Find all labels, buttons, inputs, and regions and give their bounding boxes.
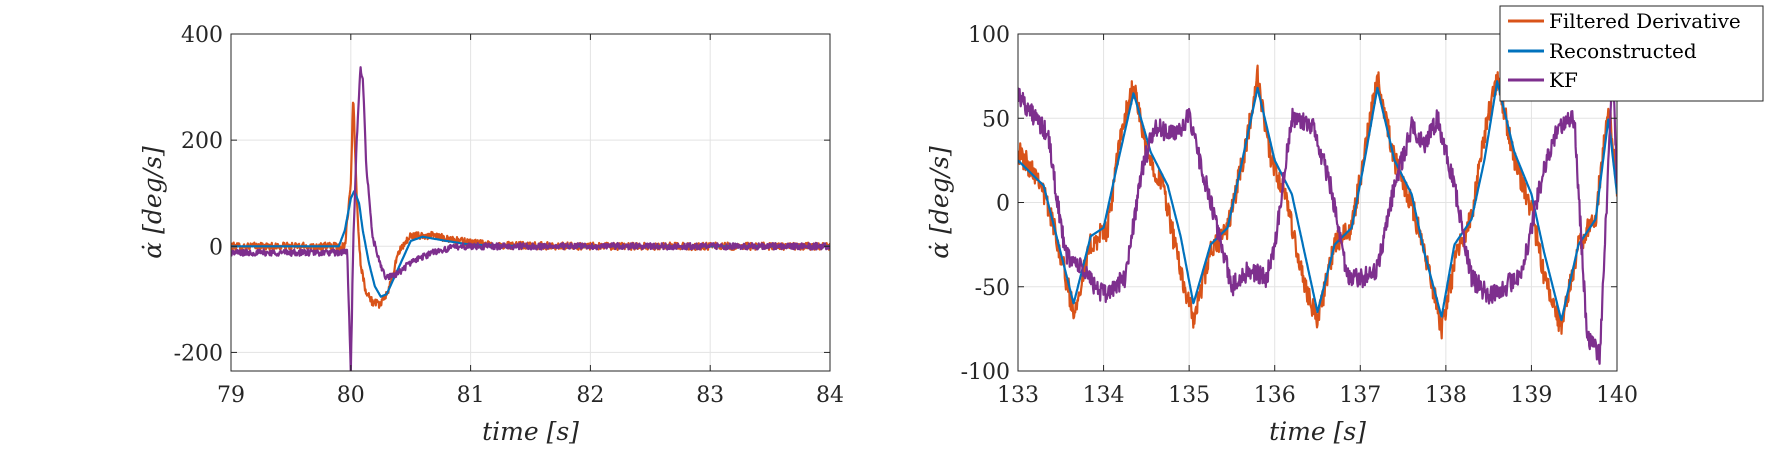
left-x-tick-label: 80 <box>337 383 365 408</box>
left-y-tick-label: 400 <box>181 23 223 48</box>
left-series-line-kf <box>231 66 830 371</box>
right-series-line-reconstructed <box>1018 80 1617 322</box>
left-y-tick-label: 200 <box>181 129 223 154</box>
legend-label-reconstructed: Reconstructed <box>1549 39 1697 63</box>
left-plot-area <box>231 34 830 371</box>
left-series-group <box>231 66 830 371</box>
right-x-tick-label: 134 <box>1083 383 1125 408</box>
right-x-tick-label: 138 <box>1425 383 1467 408</box>
left-x-tick-label: 84 <box>816 383 844 408</box>
right-y-tick-label: -50 <box>975 276 1010 301</box>
left-y-axis-label: α̇ [deg/s] <box>138 146 167 259</box>
left-axes-frame <box>230 33 831 372</box>
left-x-tick-label: 79 <box>217 383 245 408</box>
right-x-tick-label: 139 <box>1510 383 1552 408</box>
right-y-axis-label: α̇ [deg/s] <box>925 146 954 259</box>
right-y-tick-label: -100 <box>961 360 1010 385</box>
right-y-tick-label: 50 <box>982 107 1010 132</box>
legend-label-kf: KF <box>1549 68 1578 92</box>
legend-label-filtered: Filtered Derivative <box>1549 9 1741 33</box>
right-y-tick-label: 0 <box>996 192 1010 217</box>
right-x-tick-label: 136 <box>1254 383 1296 408</box>
legend: Filtered Derivative Reconstructed KF <box>1499 5 1764 102</box>
left-x-tick-label: 81 <box>457 383 485 408</box>
left-x-tick-label: 82 <box>576 383 604 408</box>
left-y-tick-label: 0 <box>209 235 223 260</box>
right-x-tick-label: 135 <box>1168 383 1210 408</box>
right-x-tick-label: 133 <box>997 383 1039 408</box>
left-y-tick-label: -200 <box>174 341 223 366</box>
right-y-tick-label: 100 <box>968 23 1010 48</box>
right-series-group <box>1018 64 1617 365</box>
left-x-axis-label: time [s] <box>482 417 579 446</box>
left-x-tick-label: 83 <box>696 383 724 408</box>
left-plot: 79 80 81 82 83 84 -200 0 200 400 time [s] α̇ [deg/s… <box>138 23 844 446</box>
right-x-tick-label: 140 <box>1596 383 1638 408</box>
right-x-tick-label: 137 <box>1339 383 1381 408</box>
right-series-line-kf <box>1018 76 1617 365</box>
right-x-axis-label: time [s] <box>1269 417 1366 446</box>
